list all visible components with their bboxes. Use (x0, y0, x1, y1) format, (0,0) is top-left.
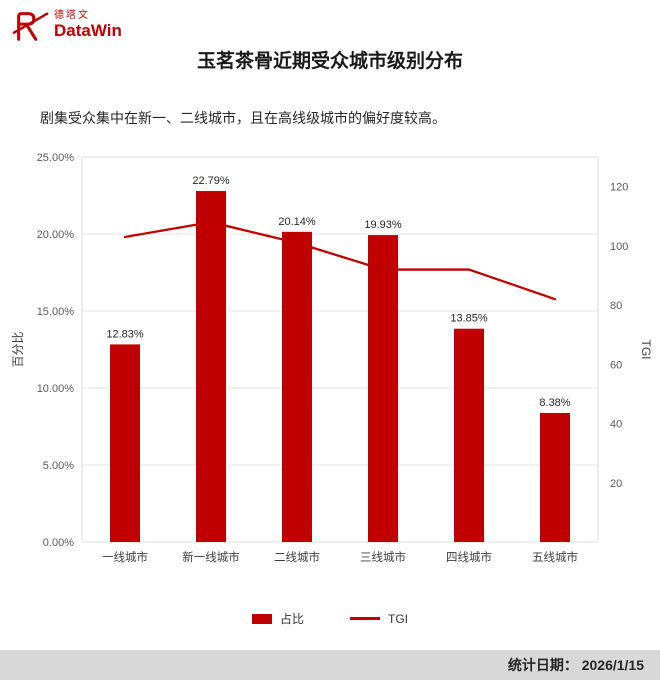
left-axis-tick-label: 5.00% (43, 460, 74, 472)
chart-legend: 占比 TGI (0, 610, 660, 627)
logo-text-cn: 德塔文 (54, 10, 90, 21)
right-axis-tick-label: 120 (610, 182, 628, 194)
x-axis-category-label: 新一线城市 (182, 550, 240, 564)
logo-text-en: DataWin (54, 20, 122, 40)
left-axis-tick-label: 10.00% (37, 383, 75, 395)
legend-item-line: TGI (350, 612, 408, 626)
footer-bar: 统计日期： 2026/1/15 (0, 650, 660, 680)
bar-value-label: 20.14% (278, 216, 316, 228)
bar (540, 412, 570, 542)
left-axis-tick-label: 0.00% (43, 537, 74, 549)
bar (196, 191, 226, 542)
right-axis-tick-label: 100 (610, 241, 628, 253)
left-axis-title: 百分比 (11, 331, 25, 367)
bar (454, 328, 484, 542)
bar (282, 231, 312, 542)
bar (110, 344, 140, 542)
right-axis-tick-label: 20 (610, 478, 622, 490)
plot-border (81, 156, 599, 543)
chart-area: 0.00% 5.00% 10.00% 15.00% 20.00% 25.00% 20 40 60… (0, 142, 660, 576)
datawin-logo: 德塔文 DataWin (12, 10, 122, 47)
left-axis-tick-label: 20.00% (37, 229, 75, 241)
line-swatch-icon (350, 617, 380, 620)
logo-text: 德塔文 DataWin (54, 10, 122, 40)
left-axis-tick-label: 25.00% (37, 152, 75, 164)
right-axis-tick-label: 60 (610, 359, 622, 371)
legend-label-bar: 占比 (279, 612, 304, 626)
bar (368, 235, 398, 542)
stats-date: 统计日期： 2026/1/15 (507, 657, 644, 673)
x-axis-category-label: 四线城市 (446, 550, 492, 564)
x-axis-category-label: 一线城市 (102, 550, 148, 564)
chart-svg: 0.00% 5.00% 10.00% 15.00% 20.00% 25.00% 20 40 60… (11, 152, 653, 564)
x-axis-category-label: 五线城市 (532, 550, 578, 564)
page-title: 玉茗茶骨近期受众城市级别分布 (196, 51, 463, 72)
x-axis-category-label: 三线城市 (360, 550, 406, 564)
bar-value-label: 12.83% (106, 328, 144, 340)
bar-value-label: 19.93% (364, 219, 402, 231)
page-subtitle: 剧集受众集中在新一、二线城市，且在高线级城市的偏好度较高。 (40, 110, 446, 126)
bar-value-label: 13.85% (450, 313, 488, 325)
bar-value-label: 8.38% (539, 397, 570, 409)
bar-value-label: 22.79% (192, 175, 230, 187)
bar-swatch-icon (251, 613, 272, 624)
right-axis-title: TGI (639, 340, 653, 360)
right-axis-tick-label: 40 (610, 419, 622, 431)
legend-label-line: TGI (388, 611, 408, 626)
x-axis-category-label: 二线城市 (274, 550, 320, 564)
tgi-line (123, 221, 557, 301)
datawin-logo-icon (12, 10, 50, 47)
left-axis-tick-label: 15.00% (37, 306, 75, 318)
legend-item-bar: 占比 (251, 610, 304, 627)
right-axis-tick-label: 80 (610, 300, 622, 312)
